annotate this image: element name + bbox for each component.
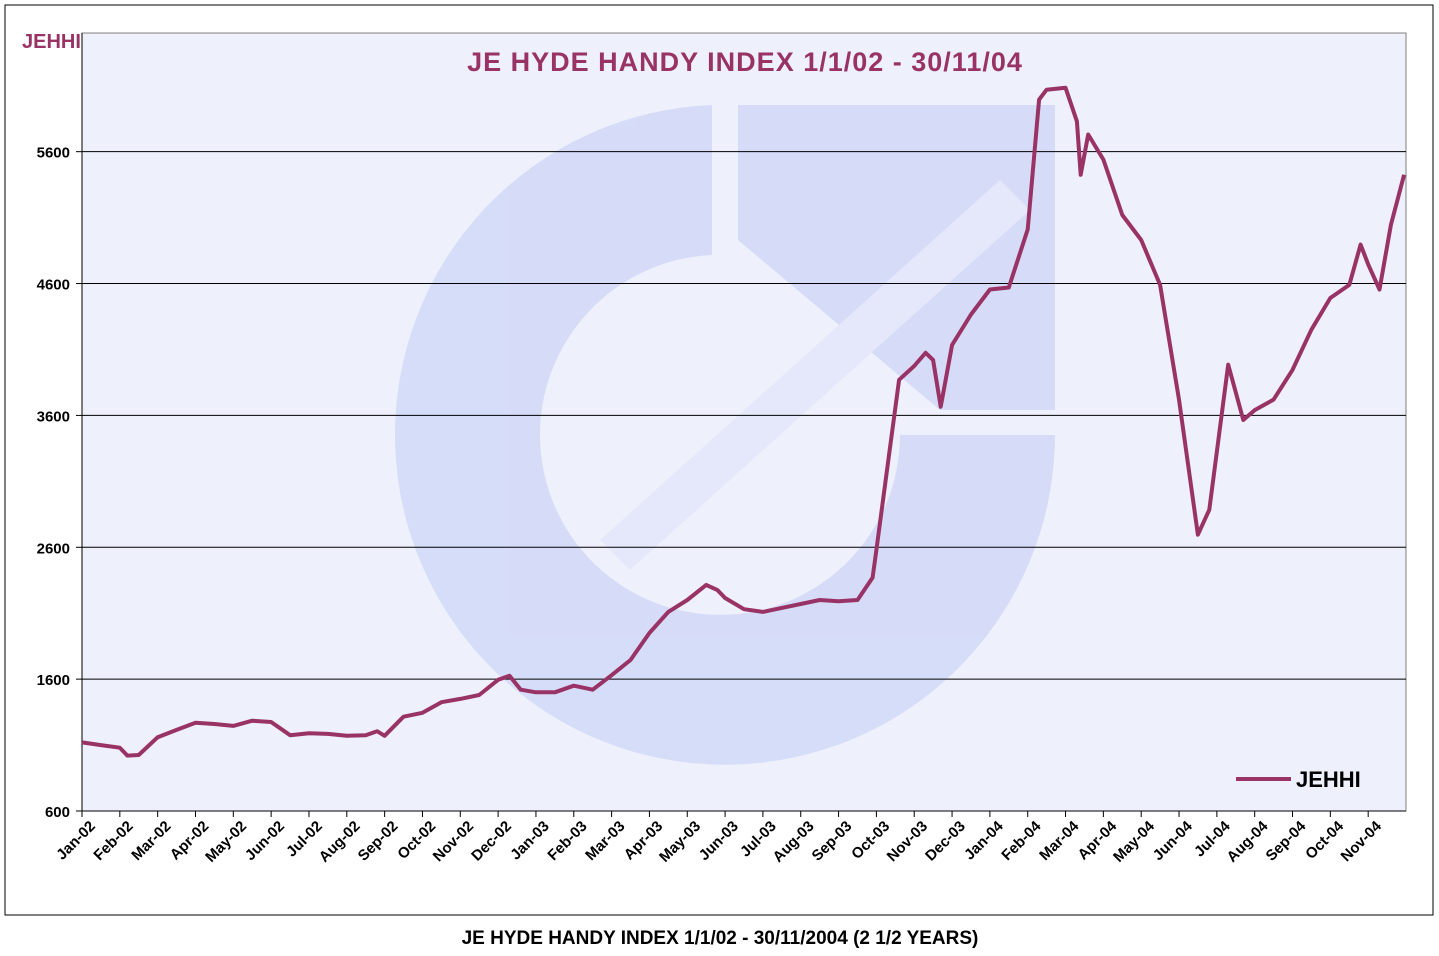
y-tick-label: 5600 — [37, 145, 70, 162]
chart-title: JE HYDE HANDY INDEX 1/1/02 - 30/11/04 — [467, 47, 1023, 77]
y-tick-label: 600 — [45, 804, 70, 821]
series-line — [81, 85, 1407, 758]
logo-arrow — [600, 180, 1030, 570]
logo-ring — [395, 105, 1056, 765]
y-tick-label: 3600 — [37, 408, 70, 425]
logo-block — [738, 105, 1055, 410]
watermark-logo — [395, 105, 1056, 765]
y-axis-label: JEHHI — [22, 31, 81, 53]
legend-label: JEHHI — [1296, 767, 1361, 792]
y-tick-label: 2600 — [37, 540, 70, 557]
y-tick-label: 4600 — [37, 277, 70, 294]
y-tick-label: 1600 — [37, 672, 70, 689]
caption: JE HYDE HANDY INDEX 1/1/02 - 30/11/2004 … — [462, 928, 979, 949]
